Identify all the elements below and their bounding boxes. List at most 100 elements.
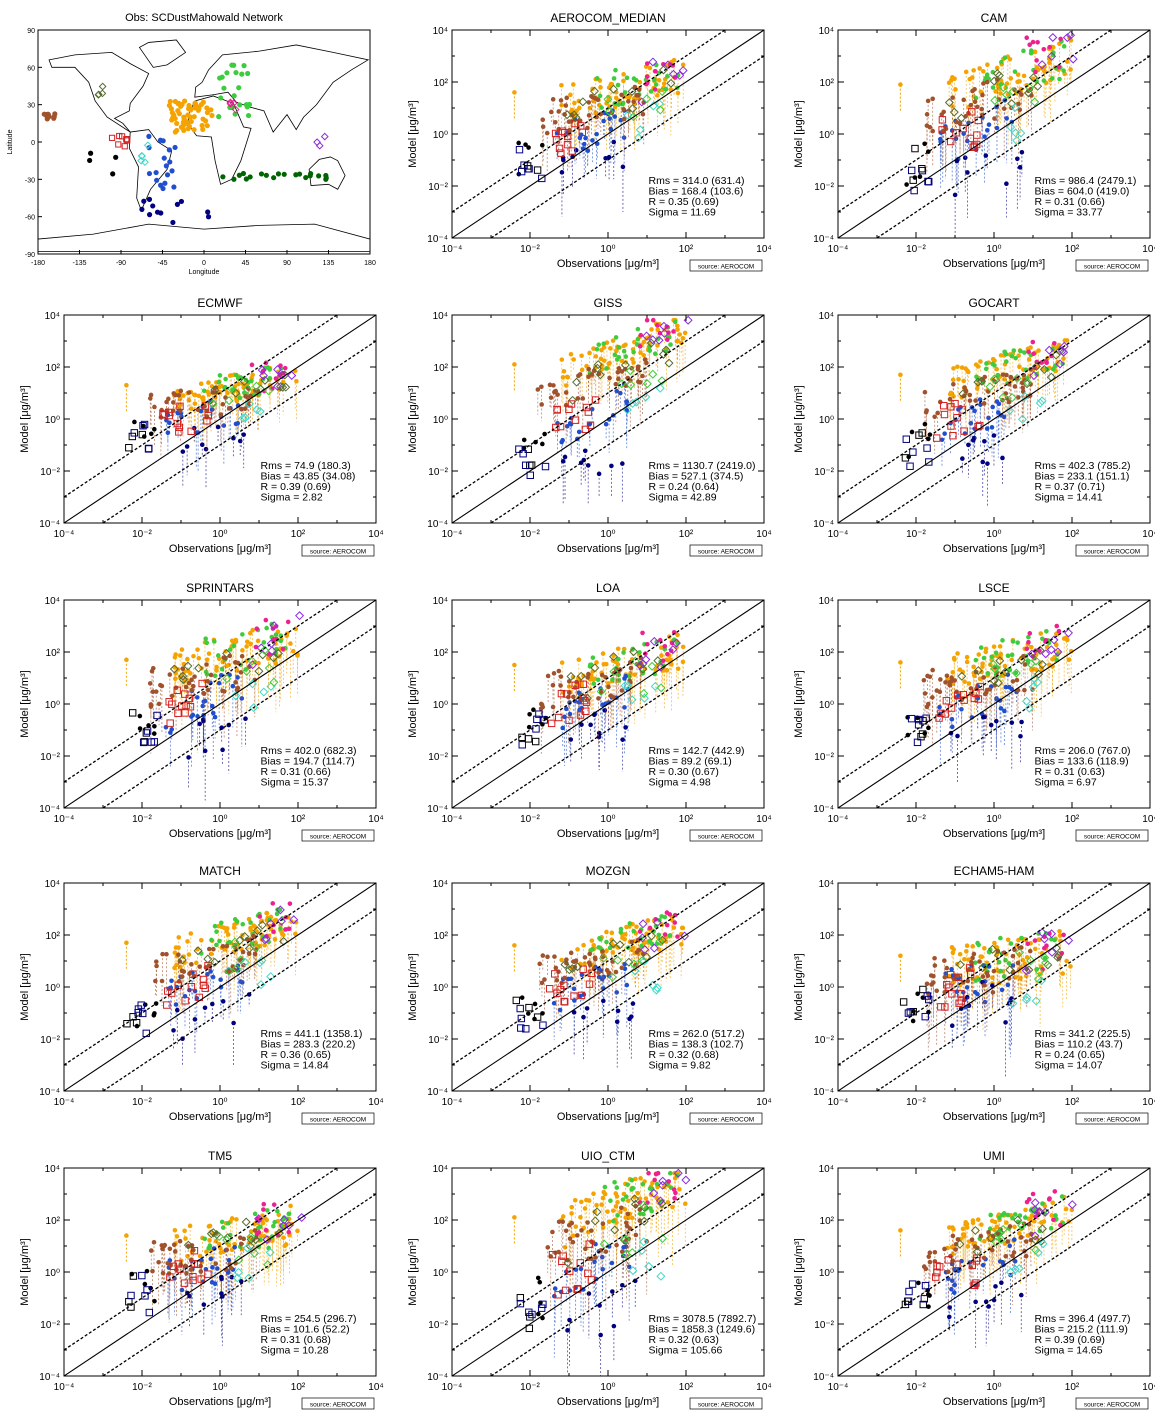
data-point (639, 688, 649, 699)
data-point (512, 996, 520, 1005)
data-point (1000, 638, 1005, 643)
one-to-one-line (838, 30, 1150, 238)
data-point (159, 683, 165, 689)
x-tick-label: 10⁻⁴ (442, 529, 463, 540)
map-x-tick-label: -90 (116, 260, 126, 267)
data-point (1033, 974, 1043, 984)
data-point (1006, 399, 1012, 405)
data-point (980, 664, 985, 669)
data-point (579, 972, 585, 978)
map-x-tick-label: 90 (283, 260, 291, 267)
data-point (289, 915, 299, 925)
data-point (1037, 659, 1047, 669)
data-point (923, 444, 931, 452)
scatter-panel-cam: CAM10⁻⁴10⁻⁴10⁻²10⁻²10⁰10⁰10²10²10⁴10⁴Obs… (793, 11, 1155, 272)
data-point (201, 718, 206, 724)
data-point (620, 100, 626, 106)
data-point (208, 951, 214, 957)
y-tick-label: 10² (820, 78, 835, 89)
y-tick-label: 10⁻² (428, 467, 448, 478)
data-point (586, 100, 592, 105)
data-point (1015, 948, 1025, 958)
data-point (264, 625, 269, 631)
stat-label: Rms = (1035, 745, 1069, 757)
data-point (588, 722, 593, 728)
data-point (174, 709, 182, 717)
data-point (221, 655, 227, 660)
data-point (633, 962, 638, 968)
data-point (168, 700, 176, 708)
data-point (621, 135, 627, 140)
stat-r: R = 0.36 (0.65) (261, 1049, 331, 1061)
data-point (288, 641, 293, 646)
data-point (248, 920, 253, 925)
data-point (197, 964, 203, 969)
map-station-marker (157, 137, 164, 143)
map-station-marker (139, 206, 145, 213)
data-point (1023, 377, 1033, 387)
data-point (1010, 103, 1020, 113)
plot-area (452, 883, 764, 1091)
data-point (559, 660, 565, 665)
data-point (669, 662, 674, 667)
map-south-america-outline (128, 129, 173, 212)
data-point (231, 643, 237, 649)
data-point (194, 695, 200, 700)
stat-label: Bias = (1035, 185, 1067, 197)
data-point (273, 381, 283, 391)
data-point (1017, 79, 1022, 84)
data-point (1031, 996, 1041, 1006)
stat-bias: Bias = 527.1 (374.5) (649, 470, 744, 482)
data-point (180, 666, 186, 672)
data-point (615, 646, 621, 652)
stat-label: Sigma = (649, 1059, 691, 1071)
data-point (582, 403, 591, 412)
data-point (226, 406, 232, 411)
data-point (243, 716, 248, 722)
data-point (169, 978, 174, 984)
data-point (975, 991, 980, 997)
data-point (240, 932, 250, 942)
stat-label: Bias = (649, 470, 681, 482)
data-point (1012, 373, 1022, 383)
data-point (240, 949, 246, 955)
data-point (236, 381, 241, 387)
data-point (898, 953, 903, 959)
data-point (981, 69, 986, 74)
data-point (672, 319, 678, 325)
data-point (1015, 640, 1020, 645)
data-point (211, 946, 216, 952)
data-point (537, 961, 543, 967)
stat-value: 0.35 (0.69) (668, 196, 719, 208)
y-tick-label: 10² (820, 648, 835, 659)
data-point (969, 75, 975, 80)
stat-r: R = 0.32 (0.68) (649, 1049, 719, 1061)
data-point (1011, 348, 1017, 353)
data-point (1004, 181, 1009, 187)
data-point (635, 326, 641, 332)
data-point (1046, 645, 1056, 655)
data-point (984, 687, 990, 693)
data-point (909, 429, 915, 435)
data-point (551, 129, 560, 138)
scatter-panel-ecmwf: ECMWF10⁻⁴10⁻⁴10⁻²10⁻²10⁰10⁰10²10²10⁴10⁴O… (19, 296, 384, 557)
data-point (636, 87, 642, 93)
data-point (164, 987, 172, 995)
data-point (664, 337, 670, 342)
data-point (913, 738, 922, 747)
x-tick-label: 10² (679, 244, 694, 255)
data-point (972, 673, 977, 679)
data-point (557, 149, 565, 157)
data-point (918, 429, 926, 437)
data-point (616, 102, 621, 107)
data-point (153, 978, 158, 984)
data-point (951, 366, 956, 371)
data-point (901, 454, 910, 462)
data-point (925, 98, 931, 104)
data-point (196, 393, 202, 399)
x-tick-label: 10⁻² (520, 244, 540, 255)
data-point (994, 65, 1000, 71)
data-point (287, 901, 293, 906)
data-point (990, 664, 1000, 674)
